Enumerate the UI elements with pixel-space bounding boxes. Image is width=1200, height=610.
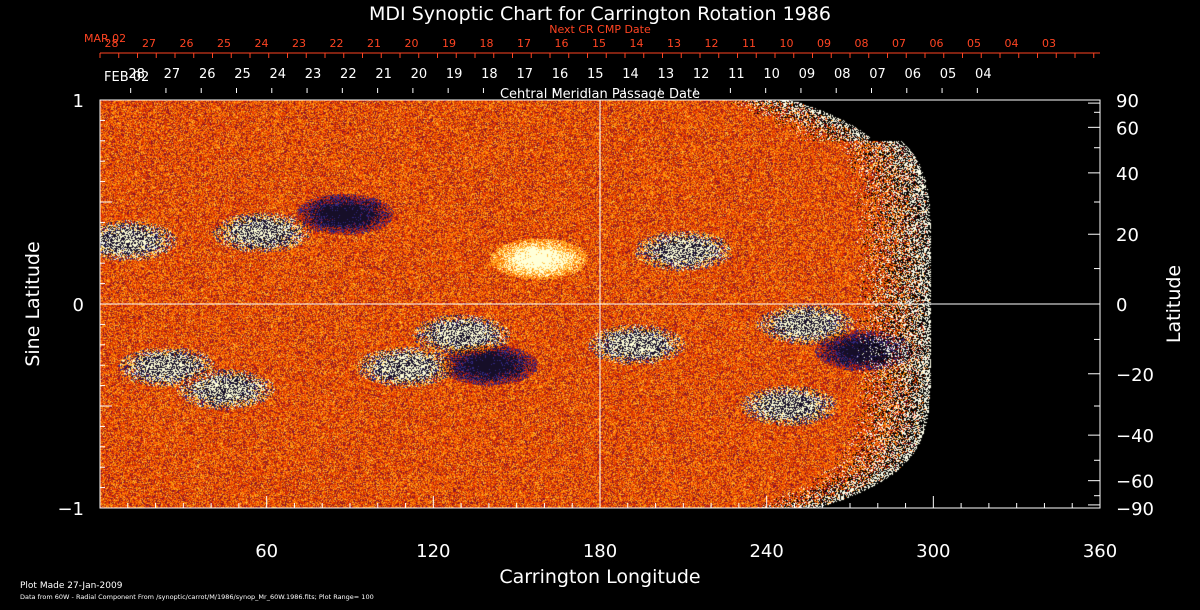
y-tick-label: −1 [57,499,84,520]
next-cr-date-label: 05 [967,37,981,50]
latitude-tick-label: 90 [1116,91,1139,112]
next-cr-date-label: 06 [930,37,944,50]
x-axis-title: Carrington Longitude [499,566,700,588]
next-cr-date-label: 12 [705,37,719,50]
next-cr-date-label: 16 [555,37,569,50]
latitude-tick-label: −60 [1116,472,1154,493]
cmp-date-label: 27 [164,67,181,82]
next-cr-date-label: 14 [630,37,644,50]
chart-title: MDI Synoptic Chart for Carrington Rotati… [369,3,831,25]
cmp-date-label: 28 [128,67,145,82]
latitude-tick-label: 0 [1116,295,1127,316]
next-cr-date-label: 28 [105,37,119,50]
next-cr-date-label: 17 [517,37,531,50]
latitude-tick-label: −40 [1116,426,1154,447]
next-cr-start-label: MAR 02 [84,32,126,45]
latitude-axis-title: Latitude [1163,265,1185,343]
next-cr-date-label: 22 [330,37,344,50]
cmp-date-label: 09 [799,67,816,82]
latitude-tick-label: −20 [1116,365,1154,386]
y-axis-ticks: 1 0 −1 [57,91,112,520]
next-cr-date-label: 27 [142,37,156,50]
cmp-date-label: 23 [305,67,322,82]
cmp-date-label: 20 [411,67,428,82]
cmp-date-label: 17 [516,67,533,82]
next-cr-date-label: 25 [217,37,231,50]
cmp-date-label: 12 [693,67,710,82]
cmp-start-label: FEB 02 [104,70,149,85]
cmp-date-label: 14 [622,67,639,82]
latitude-axis-ticks: 90 60 40 20 0 −20 −40 −60 −90 [1088,91,1154,520]
cmp-date-label: 07 [869,67,886,82]
y-tick-label: 1 [73,91,84,112]
cmp-date-label: 25 [234,67,251,82]
cmp-date-label: 10 [763,67,780,82]
cmp-date-label: 04 [975,67,992,82]
next-cr-ticks: 28 27 26 25 24 23 22 21 20 19 18 17 16 15 14 13 12 11 10 09… [99,37,1095,58]
next-cr-date-label: 15 [592,37,606,50]
cmp-date-label: 24 [270,67,287,82]
next-cr-date-label: 08 [855,37,869,50]
cmp-date-label: 19 [446,67,463,82]
next-cr-date-label: 09 [817,37,831,50]
x-axis-ticks: 60 120 180 240 300 360 [127,496,1117,562]
latitude-tick-label: 20 [1116,225,1139,246]
cmp-axis-label: Central Meridian Passage Date [500,87,700,102]
data-source-note: Data from 60W - Radial Component From /s… [20,593,374,601]
cmp-date-label: 13 [658,67,675,82]
cmp-date-label: 26 [199,67,216,82]
cmp-date-label: 08 [834,67,851,82]
cmp-date-label: 11 [728,67,745,82]
cmp-date-label: 06 [905,67,922,82]
next-cr-date-label: 10 [780,37,794,50]
x-tick-label: 180 [583,541,617,562]
cmp-date-label: 05 [940,67,957,82]
cmp-date-label: 15 [587,67,604,82]
x-tick-label: 60 [255,541,278,562]
next-cr-date-label: 13 [667,37,681,50]
latitude-tick-label: 60 [1116,118,1139,139]
plot-made-note: Plot Made 27-Jan-2009 [20,581,123,591]
cmp-date-label: 21 [375,67,392,82]
latitude-tick-label: −90 [1116,499,1154,520]
next-cr-date-label: 20 [405,37,419,50]
y-tick-label: 0 [73,295,84,316]
cmp-date-label: 18 [481,67,498,82]
latitude-tick-label: 40 [1116,164,1139,185]
next-cr-date-label: 11 [742,37,756,50]
next-cr-date-label: 24 [255,37,269,50]
next-cr-date-label: 04 [1005,37,1019,50]
next-cr-date-label: 26 [180,37,194,50]
y-axis-title: Sine Latitude [22,241,44,366]
x-tick-label: 120 [416,541,450,562]
next-cr-date-label: 21 [367,37,381,50]
next-cr-date-label: 07 [892,37,906,50]
cmp-date-label: 22 [340,67,357,82]
next-cr-date-label: 19 [442,37,456,50]
x-tick-label: 360 [1083,541,1117,562]
next-cr-date-label: 03 [1042,37,1056,50]
x-tick-label: 300 [916,541,950,562]
next-cr-date-label: 23 [292,37,306,50]
cmp-date-label: 16 [552,67,569,82]
next-cr-axis-label: Next CR CMP Date [549,23,651,36]
x-tick-label: 240 [749,541,783,562]
next-cr-date-label: 18 [480,37,494,50]
cmp-ticks: 28 27 26 25 24 23 22 21 20 19 18 17 16 15 14 13 12 11 10 09… [128,67,992,93]
